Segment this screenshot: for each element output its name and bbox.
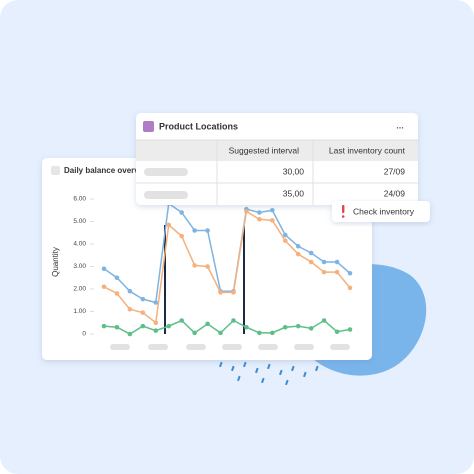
data-point [321, 269, 327, 275]
placeholder [144, 191, 188, 199]
data-point [308, 326, 314, 331]
series-line [103, 210, 351, 325]
data-point [101, 284, 107, 290]
data-point [153, 300, 159, 305]
data-point [205, 228, 210, 233]
checkbox[interactable] [51, 166, 60, 175]
data-point [231, 290, 236, 295]
x-label-placeholders [110, 344, 350, 350]
button-label[interactable]: Check inventory [353, 206, 415, 216]
data-point [308, 250, 314, 256]
data-point [334, 259, 340, 265]
data-point [321, 259, 327, 265]
column-header: Suggested interval [229, 145, 300, 155]
y-tick-label: 1.00 [73, 308, 86, 315]
y-axis-label: Quantity [51, 247, 60, 277]
icon [143, 121, 154, 132]
y-tick-label: 3.00 [73, 263, 86, 270]
data-point [205, 321, 210, 327]
alert-icon [342, 205, 345, 213]
data-point [231, 318, 236, 323]
data-point [166, 323, 172, 329]
cell: 24/09 [384, 188, 406, 198]
data-point [218, 290, 223, 295]
data-point [192, 228, 197, 233]
data-point [140, 323, 146, 329]
alert-icon [341, 215, 345, 218]
data-point [347, 270, 353, 276]
data-point [218, 330, 223, 336]
data-point [257, 210, 262, 215]
y-tick-label: 5.00 [73, 218, 86, 225]
cell: 35,00 [283, 188, 305, 198]
data-point [270, 218, 275, 223]
data-point [153, 320, 159, 326]
y-tick-label: 2.00 [73, 286, 86, 293]
data-point [321, 318, 327, 323]
column-header: Last inventory count [329, 145, 406, 155]
data-point [153, 328, 159, 333]
table-header [136, 140, 418, 161]
data-point [347, 327, 353, 332]
data-point [270, 330, 275, 336]
data-point [347, 285, 353, 291]
y-tick-label: 6.00 [73, 196, 86, 203]
data-point [192, 330, 197, 336]
data-point [282, 324, 288, 330]
placeholder [144, 168, 188, 176]
data-point [295, 243, 301, 249]
chart-card: Daily balance overview Quantity 0 1.00 2.0… [42, 158, 372, 360]
data-point [101, 266, 107, 272]
table-card: Product Locations ... Suggested interval… [136, 113, 418, 205]
data-point [334, 329, 340, 335]
data-point [114, 275, 120, 281]
data-point [192, 263, 197, 268]
data-point [179, 318, 184, 323]
data-point [308, 259, 314, 265]
data-point [127, 331, 133, 337]
menu[interactable]: ... [396, 120, 404, 130]
cell: 30,00 [283, 166, 305, 176]
data-point [101, 323, 107, 329]
data-point [140, 310, 146, 315]
data-point [282, 238, 288, 243]
y-tick-label: 0 [82, 331, 86, 338]
data-point [244, 209, 249, 214]
chart-title: Daily balance overview [64, 166, 152, 175]
button[interactable] [332, 201, 430, 222]
data-point [270, 207, 275, 213]
data-point [257, 330, 262, 336]
data-point [257, 216, 262, 222]
table-title: Product Locations [159, 121, 238, 131]
data-point [295, 251, 301, 257]
decor-dots [219, 361, 319, 386]
data-point [127, 288, 133, 294]
data-point [114, 291, 120, 296]
data-point [179, 233, 184, 239]
cell: 27/09 [384, 166, 406, 176]
card [42, 158, 372, 360]
data-point [334, 269, 340, 275]
data-point [127, 306, 133, 312]
check-inventory-button[interactable]: Check inventory [332, 201, 430, 222]
data-point [114, 324, 120, 330]
plot: 0 1.00 2.00 3.00 4.00 5.00 6.00 [73, 196, 353, 338]
data-point [282, 232, 288, 238]
data-point [166, 222, 172, 228]
y-tick-label: 4.00 [73, 241, 86, 248]
data-point [295, 323, 301, 329]
data-point [205, 264, 210, 269]
data-point [244, 324, 249, 330]
data-point [179, 210, 184, 215]
data-point [140, 296, 146, 302]
